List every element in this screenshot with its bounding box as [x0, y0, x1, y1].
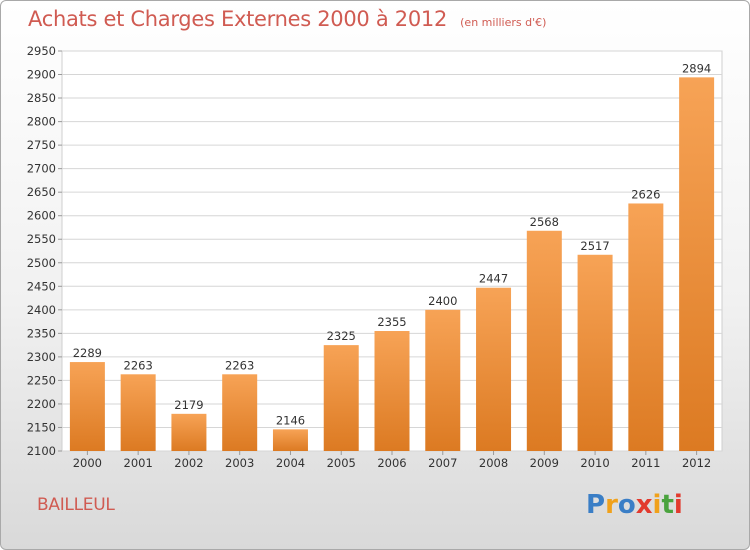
bar [323, 345, 359, 451]
x-tick-label: 2005 [327, 456, 356, 470]
chart-subtitle: (en milliers d'€) [460, 16, 547, 29]
x-tick-label: 2001 [124, 456, 153, 470]
y-axis: 2100 2150 2200 2250 2300 2350 2400 2450 2500 2550… [27, 44, 62, 458]
bar [69, 362, 105, 451]
data-label: 2263 [124, 358, 153, 372]
y-tick-label: 2750 [27, 138, 56, 152]
y-tick-label: 2300 [27, 350, 56, 364]
y-tick-label: 2400 [27, 303, 56, 317]
y-tick-label: 2550 [27, 232, 56, 246]
data-label: 2289 [73, 346, 102, 360]
logo-letter: o [617, 490, 636, 520]
y-tick-label: 2850 [27, 91, 56, 105]
x-tick-label: 2012 [682, 456, 711, 470]
bar [425, 309, 461, 451]
data-label: 2894 [682, 61, 711, 75]
data-label: 2263 [225, 358, 254, 372]
bars: 2289 2263 2179 2263 2146 2325 2355 2400 2447 2568… [69, 61, 715, 452]
bar [222, 374, 258, 451]
bar [679, 77, 715, 452]
chart-title-block: Achats et Charges Externes 2000 à 2012 (… [28, 7, 546, 31]
y-tick-label: 2950 [27, 44, 56, 58]
x-axis: 2000 2001 2002 2003 2004 2005 2006 2007 2008 2009… [73, 451, 711, 470]
y-tick-label: 2650 [27, 185, 56, 199]
x-tick-label: 2011 [631, 456, 660, 470]
bar [628, 203, 664, 451]
logo-letter: x [635, 490, 653, 520]
bar [171, 413, 207, 451]
x-tick-label: 2003 [225, 456, 254, 470]
y-tick-label: 2100 [27, 444, 56, 458]
bar [272, 429, 308, 451]
proxiti-logo: Proxiti [586, 490, 683, 520]
x-tick-label: 2006 [377, 456, 406, 470]
x-tick-label: 2000 [73, 456, 102, 470]
x-tick-label: 2009 [530, 456, 559, 470]
chart-title: Achats et Charges Externes 2000 à 2012 [28, 7, 448, 31]
data-label: 2355 [377, 315, 406, 329]
x-tick-label: 2007 [428, 456, 457, 470]
y-tick-label: 2250 [27, 373, 56, 387]
bar [374, 331, 410, 451]
data-label: 2517 [580, 239, 609, 253]
logo-letter: t [661, 490, 674, 520]
logo-letter: P [586, 490, 606, 520]
y-tick-label: 2150 [27, 420, 56, 434]
x-tick-label: 2004 [276, 456, 305, 470]
bar [120, 374, 156, 451]
commune-name: BAILLEUL [37, 495, 115, 515]
y-tick-label: 2800 [27, 115, 56, 129]
x-tick-label: 2002 [174, 456, 203, 470]
y-tick-label: 2450 [27, 279, 56, 293]
y-tick-label: 2350 [27, 326, 56, 340]
y-tick-label: 2900 [27, 68, 56, 82]
bar [577, 254, 613, 451]
data-label: 2325 [327, 329, 356, 343]
bar [476, 287, 512, 451]
logo-letter: r [605, 490, 618, 520]
x-tick-label: 2010 [580, 456, 609, 470]
y-tick-label: 2200 [27, 397, 56, 411]
data-label: 2179 [174, 398, 203, 412]
y-tick-label: 2700 [27, 162, 56, 176]
bar [526, 230, 562, 451]
logo-letter: i [652, 490, 662, 520]
data-label: 2626 [631, 187, 660, 201]
data-label: 2568 [530, 215, 559, 229]
data-label: 2146 [276, 413, 305, 427]
y-tick-label: 2600 [27, 209, 56, 223]
data-label: 2447 [479, 272, 508, 286]
data-label: 2400 [428, 294, 457, 308]
x-tick-label: 2008 [479, 456, 508, 470]
y-tick-label: 2500 [27, 256, 56, 270]
logo-letter: i [673, 490, 683, 520]
